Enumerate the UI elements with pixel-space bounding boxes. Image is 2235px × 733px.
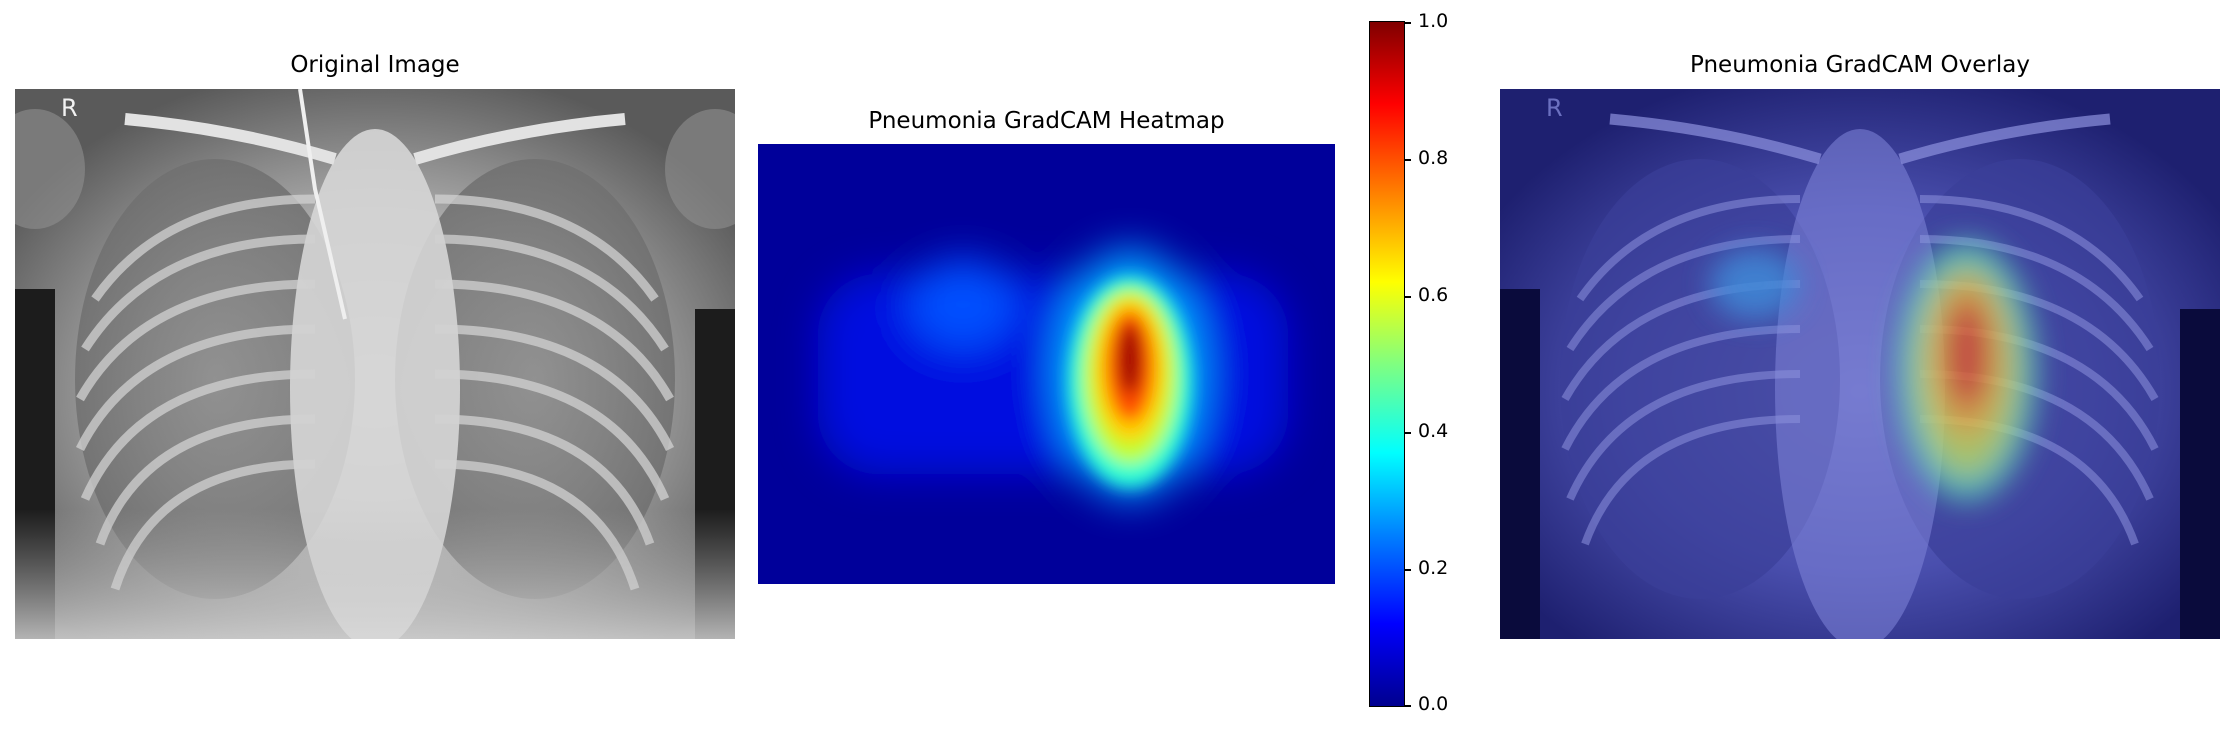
original-marker-r: R (61, 94, 78, 122)
colorbar (1369, 21, 1405, 707)
colorbar-tick-label: 0.8 (1418, 147, 1449, 169)
original-xray-image: R (15, 89, 735, 639)
colorbar-tick-mark (1404, 296, 1411, 298)
colorbar-tick-mark (1404, 159, 1411, 161)
colorbar-tick-mark (1404, 432, 1411, 434)
colorbar-tick-label: 0.4 (1418, 420, 1449, 442)
overlay-title: Pneumonia GradCAM Overlay (1690, 52, 2030, 78)
heatmap-title: Pneumonia GradCAM Heatmap (868, 108, 1225, 134)
colorbar-tick-label: 0.2 (1418, 557, 1449, 579)
colorbar-tick-label: 0.0 (1418, 693, 1449, 715)
original-image-title: Original Image (290, 52, 460, 78)
gradcam-overlay-image: R (1500, 89, 2220, 639)
gradcam-heatmap (758, 144, 1335, 584)
colorbar-tick-mark (1404, 705, 1411, 707)
colorbar-tick-label: 1.0 (1418, 10, 1449, 32)
colorbar-tick-mark (1404, 22, 1411, 24)
colorbar-tick-mark (1404, 569, 1411, 571)
colorbar-tick-label: 0.6 (1418, 284, 1449, 306)
overlay-marker-r: R (1546, 94, 1563, 122)
